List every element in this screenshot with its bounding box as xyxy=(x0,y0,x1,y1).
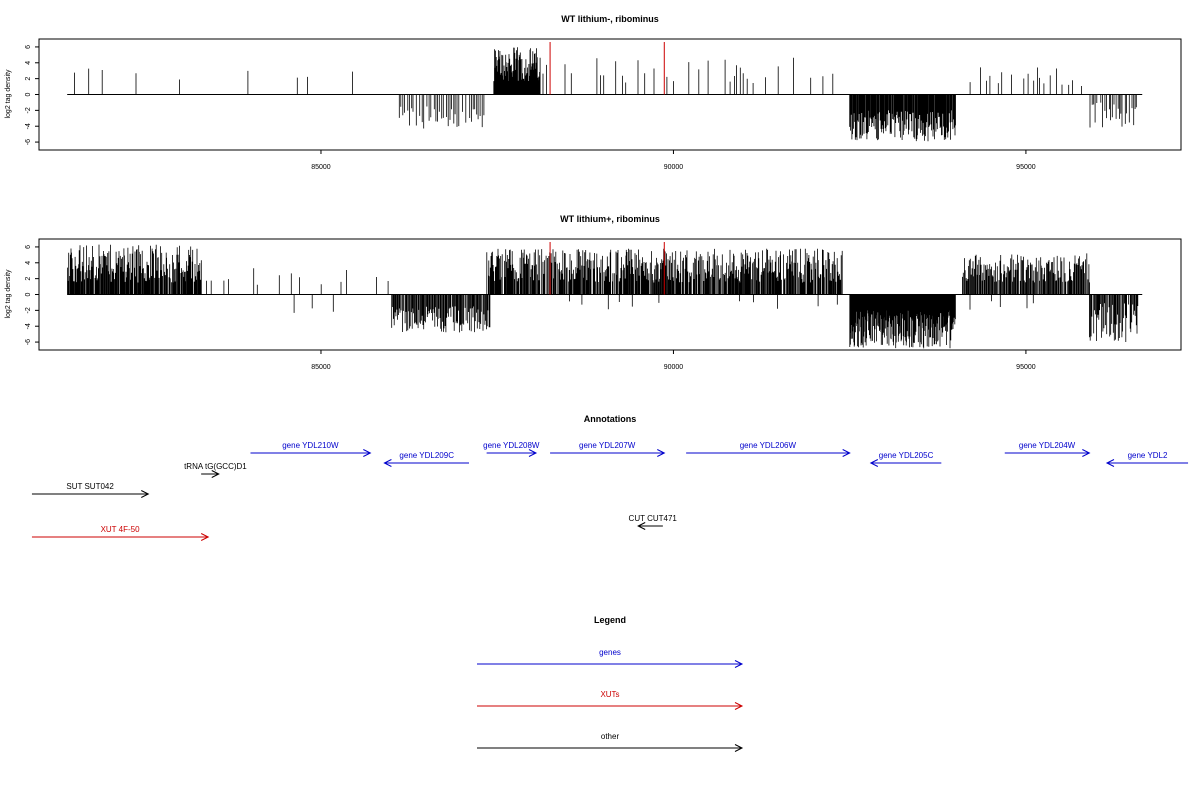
x-tick-label: 85000 xyxy=(311,364,331,371)
feature-arrow-head xyxy=(528,449,538,457)
panel2-y-axis: 6 4 2 0 -2 -4 -6 xyxy=(25,245,39,345)
annotation-feature: gene YDL208W xyxy=(483,441,540,457)
y-tick-label: 2 xyxy=(25,277,32,281)
y-tick-label: -6 xyxy=(25,139,32,145)
annotation-feature: tRNA tG(GCC)D1 xyxy=(184,462,247,478)
y-tick-label: 2 xyxy=(25,77,32,81)
annotation-label: gene YDL2 xyxy=(1128,451,1168,460)
feature-arrow-head xyxy=(211,470,220,478)
panel2-markers xyxy=(549,242,665,295)
feature-arrow-head xyxy=(141,490,150,498)
feature-arrow-head xyxy=(1082,449,1091,457)
feature-arrow-head xyxy=(363,449,372,457)
annotation-feature: gene YDL204W xyxy=(1004,441,1091,457)
y-tick-label: 0 xyxy=(25,92,32,96)
annotation-label: tRNA tG(GCC)D1 xyxy=(184,462,247,471)
annotations-title: Annotations xyxy=(584,414,637,424)
annotation-feature: SUT SUT042 xyxy=(31,482,150,498)
feature-arrow-head xyxy=(1105,459,1115,467)
panel2-title: WT lithium+, ribominus xyxy=(560,214,660,224)
x-tick-label: 95000 xyxy=(1016,164,1036,171)
annotation-feature: gene YDL206W xyxy=(686,441,851,457)
legend-items: genes XUTs other xyxy=(477,648,744,752)
annotation-label: SUT SUT042 xyxy=(66,482,114,491)
panel2-bars xyxy=(67,244,1139,349)
y-tick-label: 6 xyxy=(25,45,32,49)
annotation-feature: gene YDL207W xyxy=(550,441,666,457)
panel1-title: WT lithium-, ribominus xyxy=(561,14,659,24)
feature-arrow-head xyxy=(734,702,744,710)
annotation-label: gene YDL206W xyxy=(740,441,797,450)
density-bars xyxy=(67,244,1139,349)
feature-arrow-head xyxy=(383,459,392,467)
feature-arrow-head xyxy=(637,522,646,530)
x-tick-label: 90000 xyxy=(664,364,684,371)
y-tick-label: -2 xyxy=(25,307,32,313)
y-tick-label: 6 xyxy=(25,245,32,249)
feature-arrow-head xyxy=(734,660,744,668)
legend-item: other xyxy=(477,732,744,752)
annotation-label: gene YDL208W xyxy=(483,441,540,450)
annotation-label: gene YDL204W xyxy=(1019,441,1076,450)
panel1-markers xyxy=(549,42,665,95)
panel1-y-axis: 6 4 2 0 -2 -4 -6 xyxy=(25,45,39,145)
panel1-bars xyxy=(74,47,1137,142)
annotation-label: gene YDL209C xyxy=(399,451,454,460)
annotation-label: XUT 4F-50 xyxy=(101,525,141,534)
annotation-feature: gene YDL2 xyxy=(1105,451,1189,467)
x-tick-label: 90000 xyxy=(664,164,684,171)
y-tick-label: -2 xyxy=(25,107,32,113)
legend-label: other xyxy=(601,732,620,741)
panel-lithium-minus: WT lithium-, ribominus log2 tag density … xyxy=(5,14,1182,171)
annotation-label: gene YDL205C xyxy=(879,451,934,460)
feature-arrow-head xyxy=(869,459,879,467)
legend-item: genes xyxy=(477,648,744,668)
panel1-x-axis: 85000 90000 95000 xyxy=(311,150,1036,171)
legend-label: genes xyxy=(599,648,621,657)
legend-label: XUTs xyxy=(600,690,619,699)
feature-arrow-head xyxy=(657,449,666,457)
y-tick-label: 4 xyxy=(25,61,32,65)
panel-lithium-plus: WT lithium+, ribominus log2 tag density … xyxy=(5,214,1182,371)
annotation-feature: gene YDL209C xyxy=(383,451,470,467)
panel2-x-axis: 85000 90000 95000 xyxy=(311,350,1036,371)
annotation-feature: CUT CUT471 xyxy=(629,514,678,530)
legend-item: XUTs xyxy=(477,690,744,710)
x-tick-label: 85000 xyxy=(311,164,331,171)
feature-arrow-head xyxy=(842,449,851,457)
annotation-feature: XUT 4F-50 xyxy=(31,525,210,541)
y-tick-label: -6 xyxy=(25,339,32,345)
y-tick-label: 4 xyxy=(25,261,32,265)
legend-title: Legend xyxy=(594,615,626,625)
annotation-label: gene YDL210W xyxy=(282,441,339,450)
feature-arrow-head xyxy=(734,744,744,752)
annotation-feature: gene YDL205C xyxy=(869,451,942,467)
y-tick-label: -4 xyxy=(25,123,32,129)
panel1-ylabel: log2 tag density xyxy=(5,69,12,119)
annotation-label: CUT CUT471 xyxy=(629,514,678,523)
legend-panel: Legend genes XUTs other xyxy=(477,615,744,752)
panel2-ylabel: log2 tag density xyxy=(5,269,12,319)
annotation-features: gene YDL210W gene YDL209C gene YDL208W gene… xyxy=(31,441,1189,541)
density-bars xyxy=(74,47,1137,142)
annotation-feature: gene YDL210W xyxy=(250,441,372,457)
annotation-label: gene YDL207W xyxy=(579,441,636,450)
y-tick-label: 0 xyxy=(25,292,32,296)
feature-arrow-head xyxy=(200,533,210,541)
y-tick-label: -4 xyxy=(25,323,32,329)
x-tick-label: 95000 xyxy=(1016,364,1036,371)
